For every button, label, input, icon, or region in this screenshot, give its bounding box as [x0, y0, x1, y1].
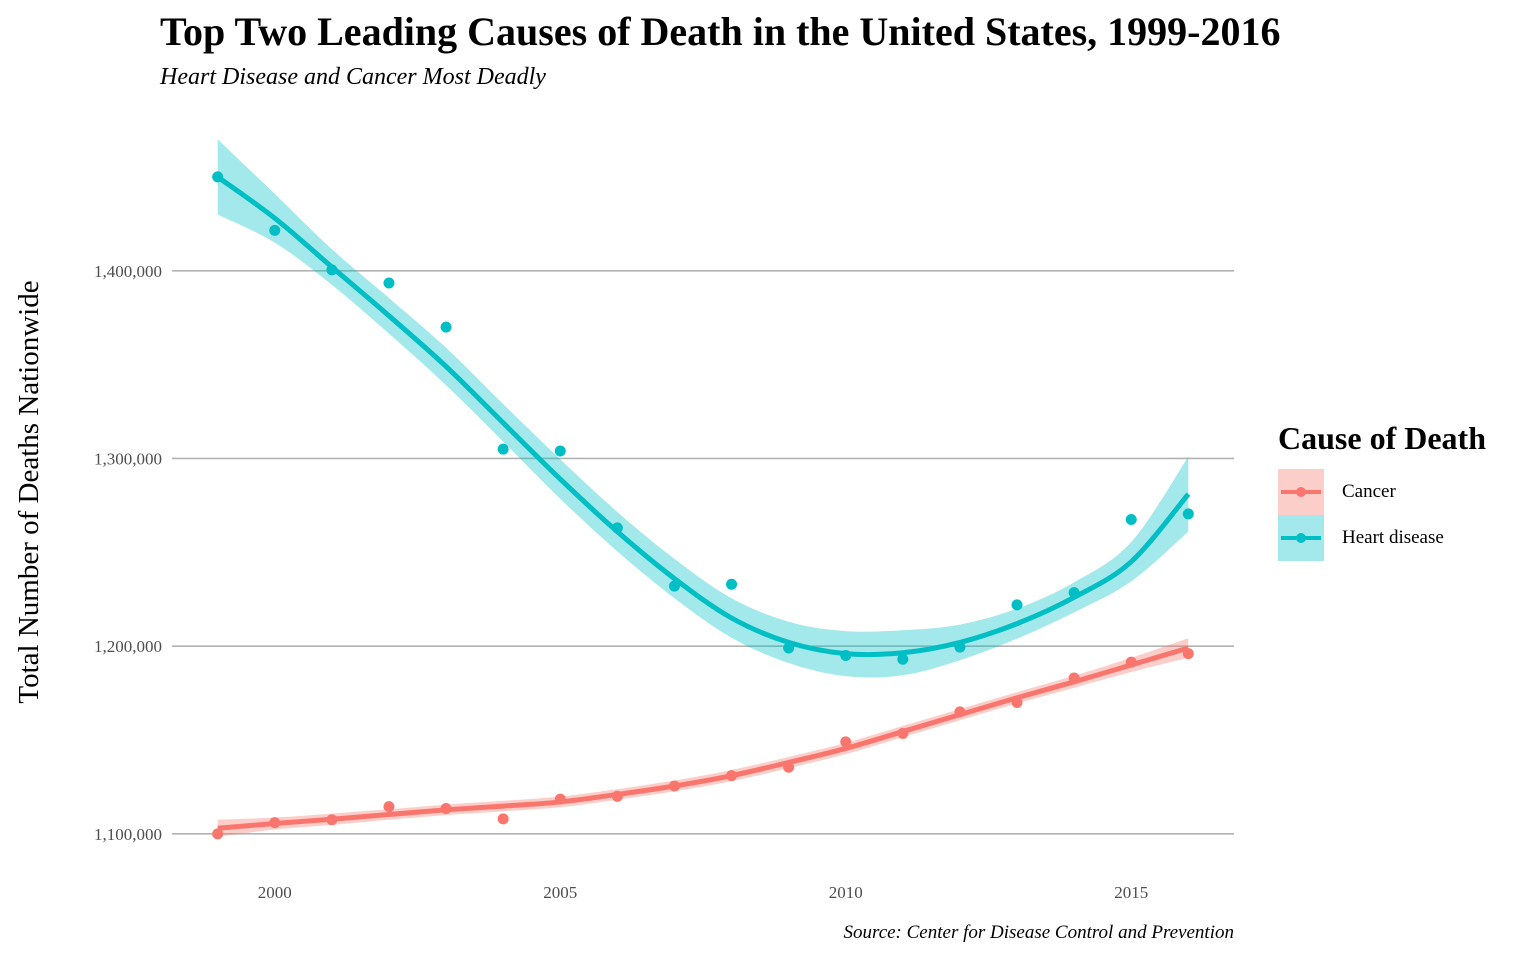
data-points	[212, 171, 1194, 840]
data-point	[212, 828, 224, 840]
data-point	[840, 736, 852, 748]
legend-item: Heart disease	[1278, 515, 1486, 561]
smooth-line	[216, 174, 1191, 658]
data-point	[269, 817, 281, 829]
data-point	[897, 653, 909, 665]
chart-subtitle: Heart Disease and Cancer Most Deadly	[160, 64, 546, 90]
data-point	[668, 580, 680, 592]
legend-item: Cancer	[1278, 469, 1486, 515]
legend-key	[1278, 469, 1324, 515]
data-point	[212, 171, 224, 183]
data-point	[269, 224, 281, 236]
data-point	[440, 321, 452, 333]
data-point	[440, 803, 452, 815]
legend: Cause of Death Cancer Heart disease	[1278, 420, 1486, 561]
y-axis-ticks: 1,100,000 1,200,000 1,300,000 1,400,000	[94, 262, 162, 844]
data-point	[1125, 656, 1137, 668]
data-point	[383, 801, 395, 813]
y-tick-label: 1,400,000	[94, 262, 162, 281]
x-tick-label: 2000	[258, 883, 292, 902]
x-tick-label: 2015	[1114, 883, 1148, 902]
confidence-bands	[217, 139, 1189, 837]
data-point	[783, 761, 795, 773]
data-point	[1182, 648, 1194, 660]
data-point	[1068, 587, 1080, 599]
data-point	[954, 706, 966, 718]
legend-label: Heart disease	[1342, 527, 1444, 548]
data-point	[1182, 508, 1194, 520]
x-tick-label: 2005	[543, 883, 577, 902]
smooth-line	[217, 645, 1190, 831]
data-point	[954, 641, 966, 653]
data-point	[554, 793, 566, 805]
data-point	[554, 445, 566, 457]
smooth-lines	[216, 174, 1191, 831]
data-point	[383, 277, 395, 289]
confidence-band	[217, 638, 1189, 837]
y-tick-label: 1,300,000	[94, 449, 162, 468]
x-axis-ticks: 2000 2005 2010 2015	[258, 883, 1148, 902]
data-point	[1011, 696, 1023, 708]
data-point	[326, 814, 338, 826]
data-point	[1125, 513, 1137, 525]
chart-title: Top Two Leading Causes of Death in the U…	[160, 9, 1281, 54]
data-point	[840, 650, 852, 662]
data-point	[1068, 672, 1080, 684]
x-tick-label: 2010	[829, 883, 863, 902]
data-point	[726, 578, 738, 590]
data-point	[497, 443, 509, 455]
data-point	[611, 522, 623, 534]
data-point	[783, 642, 795, 654]
data-point	[326, 264, 338, 276]
data-point	[611, 790, 623, 802]
legend-title: Cause of Death	[1278, 420, 1486, 456]
gridlines	[172, 269, 1234, 835]
data-point	[726, 770, 738, 782]
legend-label: Cancer	[1342, 481, 1396, 502]
y-tick-label: 1,200,000	[94, 637, 162, 656]
data-point	[668, 780, 680, 792]
legend-key	[1278, 515, 1324, 561]
y-axis-title: Total Number of Deaths Nationwide	[13, 280, 45, 703]
y-tick-label: 1,100,000	[94, 825, 162, 844]
chart-caption: Source: Center for Disease Control and P…	[843, 922, 1235, 943]
data-point	[1011, 599, 1023, 611]
data-point	[497, 813, 509, 825]
data-point	[897, 727, 909, 739]
